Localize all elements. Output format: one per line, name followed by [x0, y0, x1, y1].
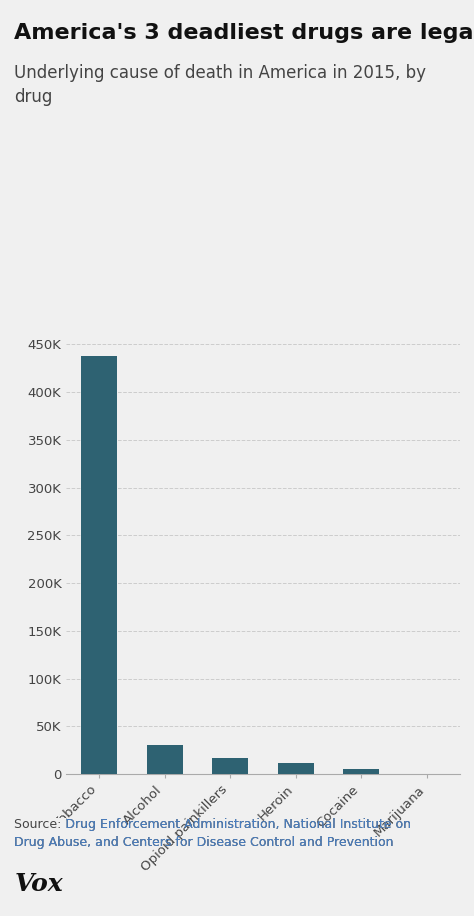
- Text: Source: Drug Enforcement Administration, National Institute on
Drug Abuse, and C: Source: Drug Enforcement Administration,…: [14, 818, 411, 849]
- Bar: [278, 762, 314, 774]
- Text: Source: Drug Enforcement Administration, National Institute on
Drug Abuse, and C: Source: Drug Enforcement Administration,…: [14, 818, 411, 849]
- Text: Source:: Source:: [14, 818, 65, 831]
- Bar: [81, 356, 117, 774]
- Bar: [212, 758, 248, 774]
- Bar: [146, 746, 183, 774]
- Text: Source: Drug Enforcement Administration, National Institute on
Drug Abuse, and C: Source: Drug Enforcement Administration,…: [14, 818, 411, 849]
- Text: America's 3 deadliest drugs are legal: America's 3 deadliest drugs are legal: [14, 23, 474, 43]
- Bar: [343, 769, 380, 774]
- Text: Vox: Vox: [14, 872, 63, 896]
- Text: Underlying cause of death in America in 2015, by
drug: Underlying cause of death in America in …: [14, 64, 426, 106]
